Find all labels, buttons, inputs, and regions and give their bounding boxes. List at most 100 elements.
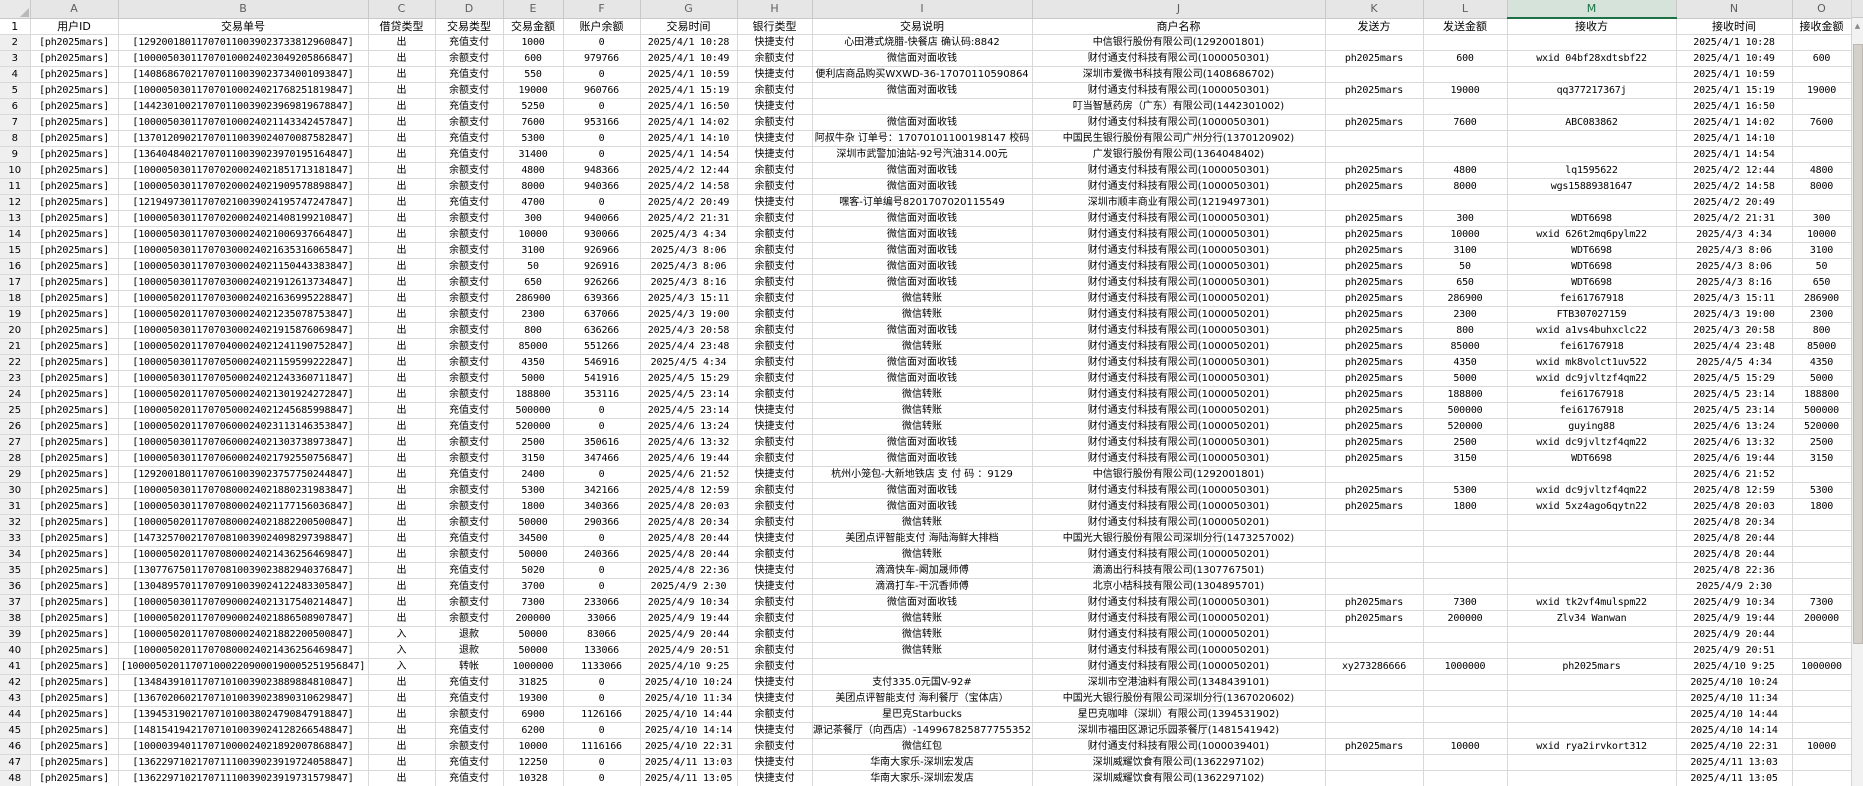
cell-G2[interactable]: 2025/4/1 10:28 bbox=[640, 34, 738, 51]
cell-B29[interactable]: [129200180117070610039023757750244847] bbox=[118, 466, 369, 483]
cell-N27[interactable]: 2025/4/6 13:32 bbox=[1676, 434, 1793, 451]
cell-C22[interactable]: 出 bbox=[368, 354, 436, 371]
column-header-G[interactable]: G bbox=[640, 0, 738, 19]
cell-E42[interactable]: 31825 bbox=[503, 674, 564, 691]
cell-B20[interactable]: [100005030117070300024021915876069847] bbox=[118, 322, 369, 339]
cell-D13[interactable]: 余额支付 bbox=[435, 210, 504, 227]
cell-E14[interactable]: 10000 bbox=[503, 226, 564, 243]
cell-I25[interactable]: 微信转账 bbox=[812, 402, 1033, 419]
cell-F23[interactable]: 541916 bbox=[563, 370, 641, 387]
row-header-12[interactable]: 12 bbox=[0, 194, 31, 211]
row-header-9[interactable]: 9 bbox=[0, 146, 31, 163]
row-header-6[interactable]: 6 bbox=[0, 98, 31, 115]
cell-N46[interactable]: 2025/4/10 22:31 bbox=[1676, 738, 1793, 755]
cell-G33[interactable]: 2025/4/8 20:44 bbox=[640, 530, 738, 547]
cell-O7[interactable]: 7600 bbox=[1792, 114, 1852, 131]
cell-E34[interactable]: 50000 bbox=[503, 546, 564, 563]
cell-L47[interactable] bbox=[1423, 754, 1508, 771]
cell-N33[interactable]: 2025/4/8 20:44 bbox=[1676, 530, 1793, 547]
cell-J10[interactable]: 财付通支付科技有限公司(1000050301) bbox=[1032, 162, 1326, 179]
cell-O8[interactable] bbox=[1792, 130, 1852, 147]
cell-H39[interactable]: 余额支付 bbox=[737, 626, 813, 643]
cell-B40[interactable]: [100005020117070800024021436256469847] bbox=[118, 642, 369, 659]
cell-N10[interactable]: 2025/4/2 12:44 bbox=[1676, 162, 1793, 179]
cell-B36[interactable]: [130489570117070910039024122483305847] bbox=[118, 578, 369, 595]
cell-L5[interactable]: 19000 bbox=[1423, 82, 1508, 99]
cell-B48[interactable]: [136229710217071110039023919731579847] bbox=[118, 770, 369, 786]
cell-O44[interactable] bbox=[1792, 706, 1852, 723]
cell-G7[interactable]: 2025/4/1 14:02 bbox=[640, 114, 738, 131]
cell-H19[interactable]: 余额支付 bbox=[737, 306, 813, 323]
cell-C47[interactable]: 出 bbox=[368, 754, 436, 771]
cell-A35[interactable]: [ph2025mars] bbox=[30, 562, 119, 579]
row-header-46[interactable]: 46 bbox=[0, 738, 31, 755]
cell-M7[interactable]: ABC083862 bbox=[1507, 114, 1677, 131]
cell-E17[interactable]: 650 bbox=[503, 274, 564, 291]
row-header-23[interactable]: 23 bbox=[0, 370, 31, 387]
cell-F28[interactable]: 347466 bbox=[563, 450, 641, 467]
cell-B5[interactable]: [100005030117070100024021768251819847] bbox=[118, 82, 369, 99]
cell-G22[interactable]: 2025/4/5 4:34 bbox=[640, 354, 738, 371]
cell-C25[interactable]: 出 bbox=[368, 402, 436, 419]
cell-E15[interactable]: 3100 bbox=[503, 242, 564, 259]
cell-E47[interactable]: 12250 bbox=[503, 754, 564, 771]
cell-J21[interactable]: 财付通支付科技有限公司(1000050201) bbox=[1032, 338, 1326, 355]
row-header-31[interactable]: 31 bbox=[0, 498, 31, 515]
cell-D4[interactable]: 充值支付 bbox=[435, 66, 504, 83]
cell-L30[interactable]: 5300 bbox=[1423, 482, 1508, 499]
cell-M22[interactable]: wxid mk8volct1uv522 bbox=[1507, 354, 1677, 371]
cell-D24[interactable]: 余额支付 bbox=[435, 386, 504, 403]
cell-F46[interactable]: 1116166 bbox=[563, 738, 641, 755]
cell-M9[interactable] bbox=[1507, 146, 1677, 163]
cell-C27[interactable]: 出 bbox=[368, 434, 436, 451]
column-header-A[interactable]: A bbox=[30, 0, 119, 19]
cell-O43[interactable] bbox=[1792, 690, 1852, 707]
cell-L39[interactable] bbox=[1423, 626, 1508, 643]
cell-L13[interactable]: 300 bbox=[1423, 210, 1508, 227]
cell-L2[interactable] bbox=[1423, 34, 1508, 51]
cell-E20[interactable]: 800 bbox=[503, 322, 564, 339]
select-all-corner[interactable] bbox=[0, 0, 31, 19]
cell-B44[interactable]: [139453190217071010038024790847918847] bbox=[118, 706, 369, 723]
cell-N25[interactable]: 2025/4/5 23:14 bbox=[1676, 402, 1793, 419]
cell-G39[interactable]: 2025/4/9 20:44 bbox=[640, 626, 738, 643]
row-header-24[interactable]: 24 bbox=[0, 386, 31, 403]
cell-J5[interactable]: 财付通支付科技有限公司(1000050301) bbox=[1032, 82, 1326, 99]
cell-K28[interactable]: ph2025mars bbox=[1325, 450, 1424, 467]
cell-E38[interactable]: 200000 bbox=[503, 610, 564, 627]
cell-M45[interactable] bbox=[1507, 722, 1677, 739]
cell-A6[interactable]: [ph2025mars] bbox=[30, 98, 119, 115]
cell-C28[interactable]: 出 bbox=[368, 450, 436, 467]
row-header-48[interactable]: 48 bbox=[0, 770, 31, 786]
cell-G32[interactable]: 2025/4/8 20:34 bbox=[640, 514, 738, 531]
cell-N5[interactable]: 2025/4/1 15:19 bbox=[1676, 82, 1793, 99]
cell-E41[interactable]: 1000000 bbox=[503, 658, 564, 675]
column-header-C[interactable]: C bbox=[368, 0, 436, 19]
cell-C34[interactable]: 出 bbox=[368, 546, 436, 563]
cell-D21[interactable]: 余额支付 bbox=[435, 338, 504, 355]
cell-I47[interactable]: 华南大家乐-深圳宏发店 bbox=[812, 754, 1033, 771]
field-label-E1[interactable]: 交易金额 bbox=[503, 18, 564, 35]
cell-H40[interactable]: 余额支付 bbox=[737, 642, 813, 659]
cell-K26[interactable]: ph2025mars bbox=[1325, 418, 1424, 435]
cell-M8[interactable] bbox=[1507, 130, 1677, 147]
cell-C32[interactable]: 出 bbox=[368, 514, 436, 531]
cell-F7[interactable]: 953166 bbox=[563, 114, 641, 131]
cell-O22[interactable]: 4350 bbox=[1792, 354, 1852, 371]
cell-G14[interactable]: 2025/4/3 4:34 bbox=[640, 226, 738, 243]
cell-J4[interactable]: 深圳市爱微书科技有限公司(1408686702) bbox=[1032, 66, 1326, 83]
cell-N15[interactable]: 2025/4/3 8:06 bbox=[1676, 242, 1793, 259]
cell-O29[interactable] bbox=[1792, 466, 1852, 483]
cell-K5[interactable]: ph2025mars bbox=[1325, 82, 1424, 99]
cell-C36[interactable]: 出 bbox=[368, 578, 436, 595]
cell-O31[interactable]: 1800 bbox=[1792, 498, 1852, 515]
cell-F15[interactable]: 926966 bbox=[563, 242, 641, 259]
row-header-40[interactable]: 40 bbox=[0, 642, 31, 659]
cell-E25[interactable]: 500000 bbox=[503, 402, 564, 419]
cell-H15[interactable]: 余额支付 bbox=[737, 242, 813, 259]
row-header-42[interactable]: 42 bbox=[0, 674, 31, 691]
cell-J9[interactable]: 广发银行股份有限公司(1364048402) bbox=[1032, 146, 1326, 163]
field-label-L1[interactable]: 发送金额 bbox=[1423, 18, 1508, 35]
cell-B47[interactable]: [136229710217071110039023919724058847] bbox=[118, 754, 369, 771]
cell-O19[interactable]: 2300 bbox=[1792, 306, 1852, 323]
